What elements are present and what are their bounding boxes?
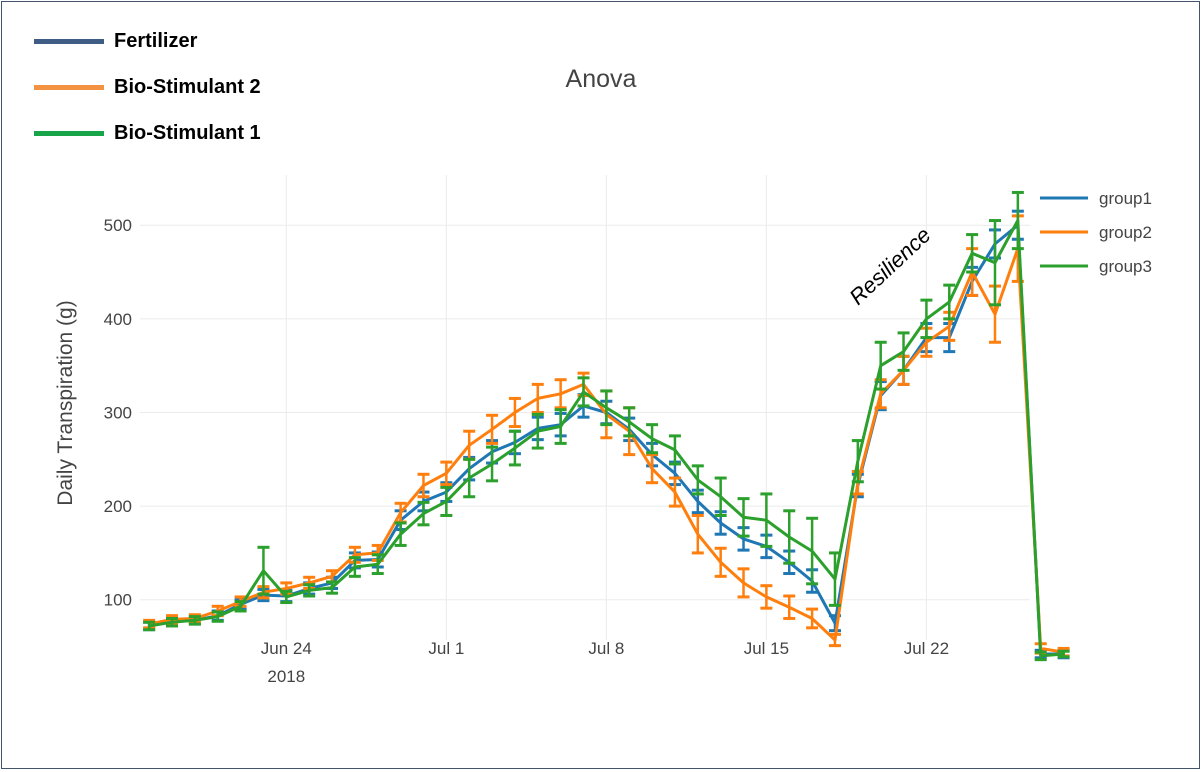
- y-tick-label: 500: [104, 216, 132, 235]
- y-tick-label: 200: [104, 497, 132, 516]
- resilience-annotation: Resilience: [844, 222, 935, 310]
- custom-legend-item-fertilizer: Fertilizer: [34, 18, 261, 64]
- custom-legend-item-bio-stimulant-1: Bio-Stimulant 1: [34, 110, 261, 156]
- custom-legend: Fertilizer Bio-Stimulant 2 Bio-Stimulant…: [34, 18, 261, 156]
- legend-label-group2: group2: [1099, 223, 1152, 242]
- x-tick-label: Jul 8: [588, 639, 624, 658]
- series-group3: [143, 190, 1070, 662]
- series-line-group3: [148, 219, 1064, 658]
- custom-legend-item-bio-stimulant-2: Bio-Stimulant 2: [34, 64, 261, 110]
- legend-label: Bio-Stimulant 2: [114, 75, 261, 98]
- y-axis-title: Daily Transpiration (g): [54, 300, 77, 505]
- legend-swatch: [34, 38, 104, 44]
- x-tick-label: Jul 15: [744, 639, 789, 658]
- chart-title: Anova: [566, 65, 637, 93]
- y-tick-label: 100: [104, 591, 132, 610]
- legend-swatch: [34, 130, 104, 136]
- legend-swatch: [34, 84, 104, 90]
- y-tick-label: 300: [104, 403, 132, 422]
- legend-label: Bio-Stimulant 1: [114, 121, 261, 144]
- x-tick-label: Jul 1: [428, 639, 464, 658]
- legend-label: Fertilizer: [114, 29, 198, 52]
- y-tick-label: 400: [104, 310, 132, 329]
- x-tick-label: Jun 24: [261, 639, 312, 658]
- legend-label-group3: group3: [1099, 257, 1152, 276]
- x-tick-label: Jul 22: [904, 639, 949, 658]
- x-tick-sublabel: 2018: [267, 667, 305, 686]
- legend-label-group1: group1: [1099, 189, 1152, 208]
